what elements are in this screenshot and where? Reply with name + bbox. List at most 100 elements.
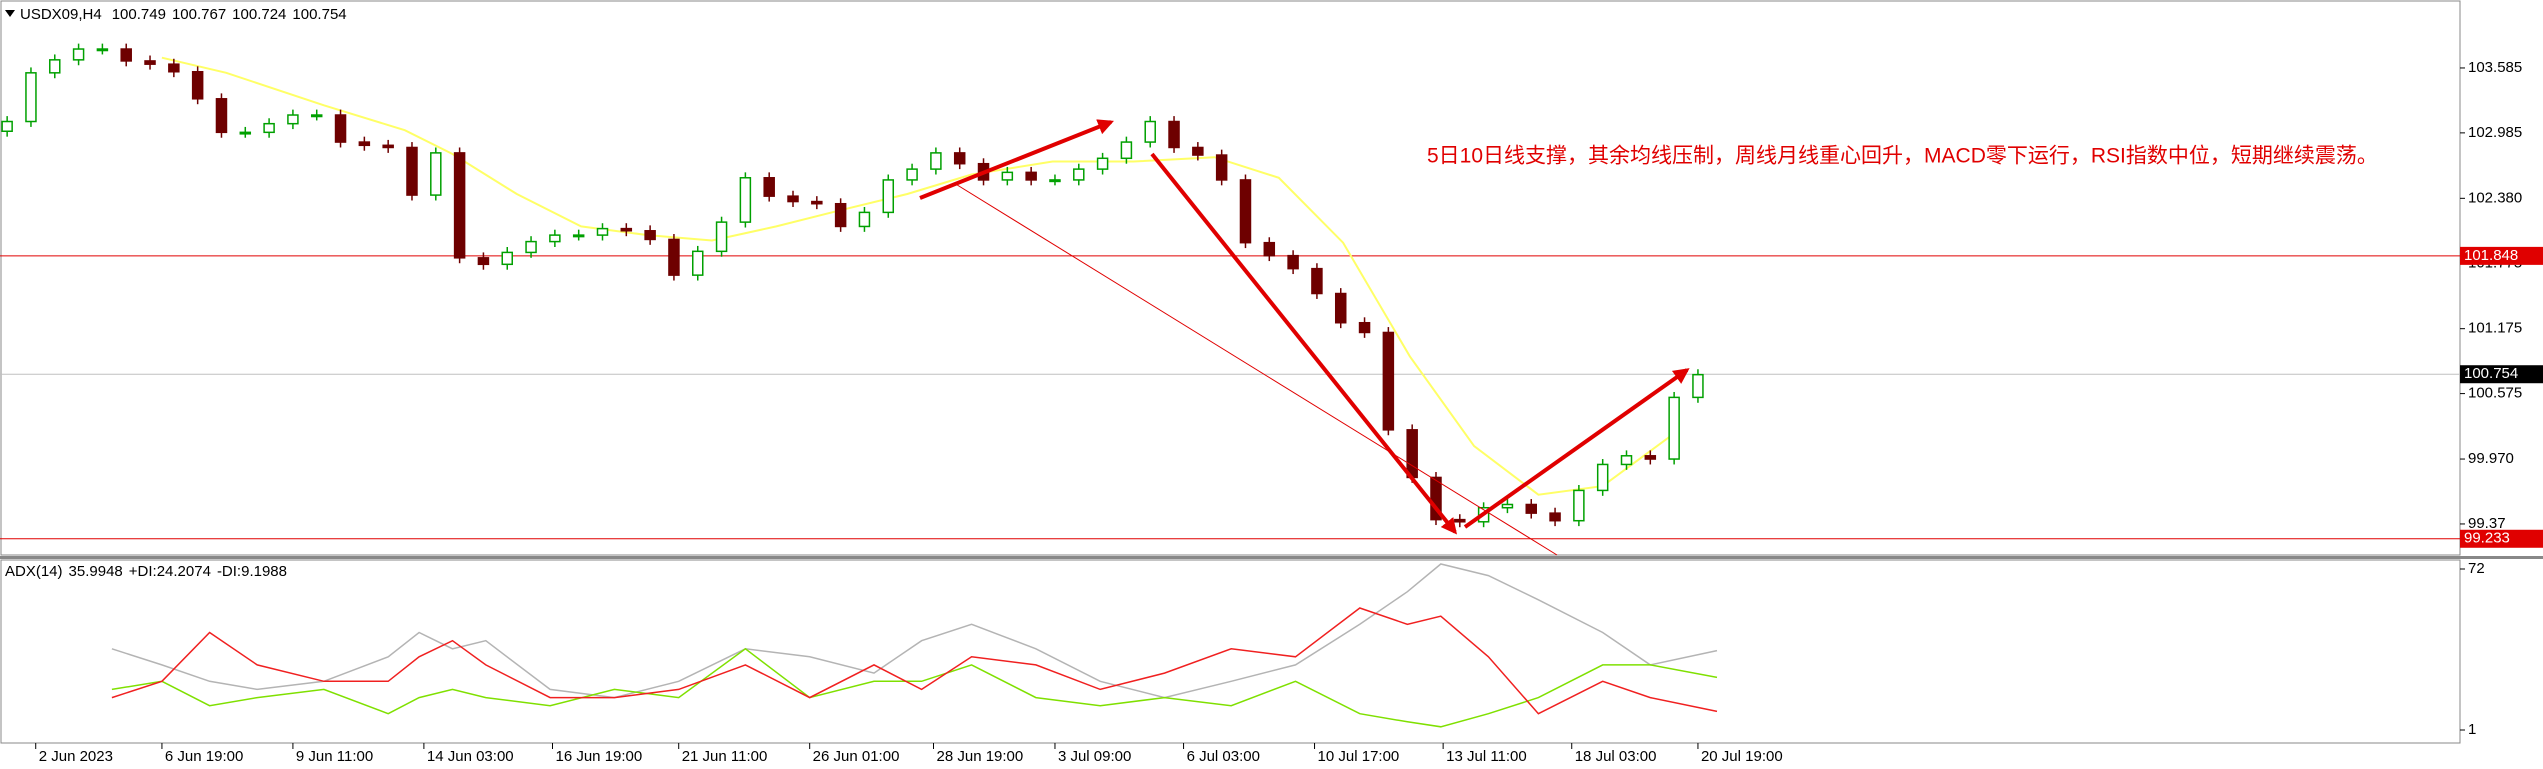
candle-body bbox=[1215, 154, 1228, 181]
candle-body bbox=[168, 63, 180, 73]
candle-body bbox=[382, 144, 394, 149]
candle-body bbox=[668, 238, 680, 276]
candle-body bbox=[1025, 171, 1037, 181]
x-tick-label: 21 Jun 11:00 bbox=[682, 748, 768, 765]
candle-body bbox=[1501, 503, 1514, 509]
y-tick-label: 102.380 bbox=[2468, 189, 2522, 206]
candle-body bbox=[620, 227, 633, 232]
y-tick-label: 99.970 bbox=[2468, 450, 2514, 467]
minus-di-name: -DI: bbox=[217, 563, 241, 580]
candle-body bbox=[906, 168, 918, 181]
x-tick-label: 16 Jun 19:00 bbox=[555, 748, 642, 765]
candle-body bbox=[263, 122, 275, 134]
candle-body bbox=[406, 146, 418, 196]
candle-body bbox=[1573, 489, 1585, 522]
plot-layer bbox=[0, 43, 2460, 728]
candle-body bbox=[215, 98, 228, 134]
x-tick-label: 14 Jun 03:00 bbox=[427, 748, 514, 765]
x-tick-label: 13 Jul 11:00 bbox=[1446, 748, 1527, 765]
candle-body bbox=[453, 152, 466, 259]
annotation-arrow bbox=[919, 119, 1114, 200]
candle-body bbox=[1549, 512, 1561, 522]
candle-body bbox=[1430, 476, 1442, 521]
candle-body bbox=[501, 251, 513, 266]
candle-body bbox=[858, 211, 871, 228]
candle-body bbox=[1096, 157, 1109, 170]
low-readout: 100.724 bbox=[232, 6, 286, 23]
candle-body bbox=[477, 257, 490, 266]
candle-body bbox=[1049, 179, 1061, 183]
candle-body bbox=[1287, 254, 1299, 270]
minus-di-readout: 9.1988 bbox=[241, 563, 287, 580]
y-tick-label: 99.37 bbox=[2468, 515, 2506, 532]
level-label-box bbox=[2460, 365, 2543, 384]
candle-body bbox=[310, 114, 323, 118]
adx-name: ADX(14) bbox=[5, 563, 63, 580]
candle-body bbox=[239, 131, 252, 135]
candle-body bbox=[953, 152, 966, 165]
y-tick-label: 72 bbox=[2468, 560, 2485, 577]
candle-body bbox=[1239, 179, 1252, 244]
candle-body bbox=[1311, 267, 1323, 295]
candle-body bbox=[49, 59, 61, 74]
candle-body bbox=[1263, 241, 1276, 257]
candle-body bbox=[787, 195, 799, 203]
candle-body bbox=[1, 120, 13, 132]
indicator-line bbox=[111, 607, 1718, 715]
x-tick-label: 28 Jun 19:00 bbox=[937, 748, 1024, 765]
candle-body bbox=[596, 227, 609, 236]
candle-body bbox=[1644, 455, 1657, 460]
candle-body bbox=[334, 114, 347, 143]
adx-readout: 35.9948 bbox=[69, 563, 123, 580]
level-label-box bbox=[2460, 529, 2543, 548]
annotation-text: 5日10日线支撑，其余均线压制，周线月线重心回升，MACD零下运行，RSI指数中… bbox=[1427, 145, 2378, 168]
candle-body bbox=[834, 202, 847, 228]
x-tick-label: 18 Jul 03:00 bbox=[1575, 748, 1657, 765]
indicator-line bbox=[111, 647, 1718, 728]
candle-body bbox=[144, 60, 156, 65]
x-tick-label: 20 Jul 19:00 bbox=[1701, 748, 1783, 765]
x-tick-label: 6 Jul 03:00 bbox=[1187, 748, 1260, 765]
candle-body bbox=[96, 48, 109, 52]
main-panel-frame bbox=[0, 0, 2461, 556]
y-tick-label: 100.575 bbox=[2468, 385, 2522, 402]
candle-body bbox=[572, 234, 585, 238]
candle-body bbox=[1596, 463, 1609, 492]
candle-body bbox=[549, 234, 561, 243]
candle-body bbox=[1334, 292, 1347, 324]
candle-body bbox=[358, 141, 371, 147]
high-readout: 100.767 bbox=[172, 6, 226, 23]
candle-body bbox=[191, 70, 204, 100]
level-label-box bbox=[2460, 246, 2543, 265]
moving-average bbox=[161, 56, 1673, 496]
candle-body bbox=[763, 177, 775, 197]
adx-panel-frame bbox=[0, 559, 2461, 744]
x-tick-label: 26 Jun 01:00 bbox=[813, 748, 900, 765]
indicator-line bbox=[111, 563, 1718, 699]
symbol: USDX09,H4 bbox=[20, 6, 102, 23]
annotation-arrow bbox=[1463, 368, 1690, 529]
candle-body bbox=[72, 48, 85, 61]
candle-body bbox=[120, 48, 132, 62]
candle-body bbox=[1406, 429, 1418, 479]
candle-body bbox=[1120, 141, 1133, 160]
open-readout: 100.749 bbox=[112, 6, 166, 23]
candle-body bbox=[287, 114, 299, 125]
candle-body bbox=[1525, 503, 1537, 514]
candle-body bbox=[430, 152, 442, 196]
candle-body bbox=[1692, 373, 1704, 399]
candle-body bbox=[1144, 120, 1156, 143]
x-tick-label: 10 Jul 17:00 bbox=[1318, 748, 1400, 765]
plus-di-name: +DI: bbox=[129, 563, 157, 580]
indicator-header: ADX(14) 35.9948 +DI:24.2074 -DI:9.1988 bbox=[5, 563, 287, 580]
candle-body bbox=[1454, 518, 1466, 523]
symbol-icon bbox=[5, 10, 15, 17]
candle-body bbox=[1620, 455, 1633, 466]
candle-body bbox=[525, 240, 537, 254]
y-tick-label: 101.175 bbox=[2468, 320, 2522, 337]
candle-body bbox=[1358, 321, 1371, 334]
x-tick-label: 3 Jul 09:00 bbox=[1058, 748, 1131, 765]
candle-body bbox=[811, 200, 823, 205]
candle-body bbox=[1668, 396, 1680, 460]
candle-body bbox=[739, 177, 752, 223]
